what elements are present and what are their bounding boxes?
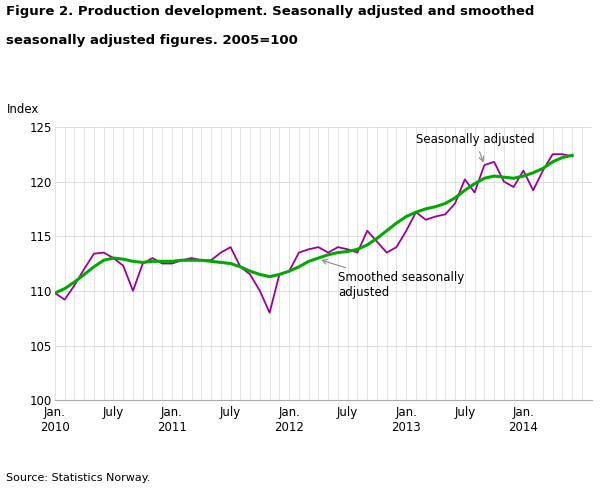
Text: Source: Statistics Norway.: Source: Statistics Norway. (6, 473, 151, 483)
Text: Index: Index (7, 103, 39, 116)
Text: Seasonally adjusted: Seasonally adjusted (416, 134, 534, 162)
Text: Smoothed seasonally
adjusted: Smoothed seasonally adjusted (322, 260, 464, 299)
Text: Figure 2. Production development. Seasonally adjusted and smoothed: Figure 2. Production development. Season… (6, 5, 534, 18)
Text: seasonally adjusted figures. 2005=100: seasonally adjusted figures. 2005=100 (6, 34, 298, 47)
